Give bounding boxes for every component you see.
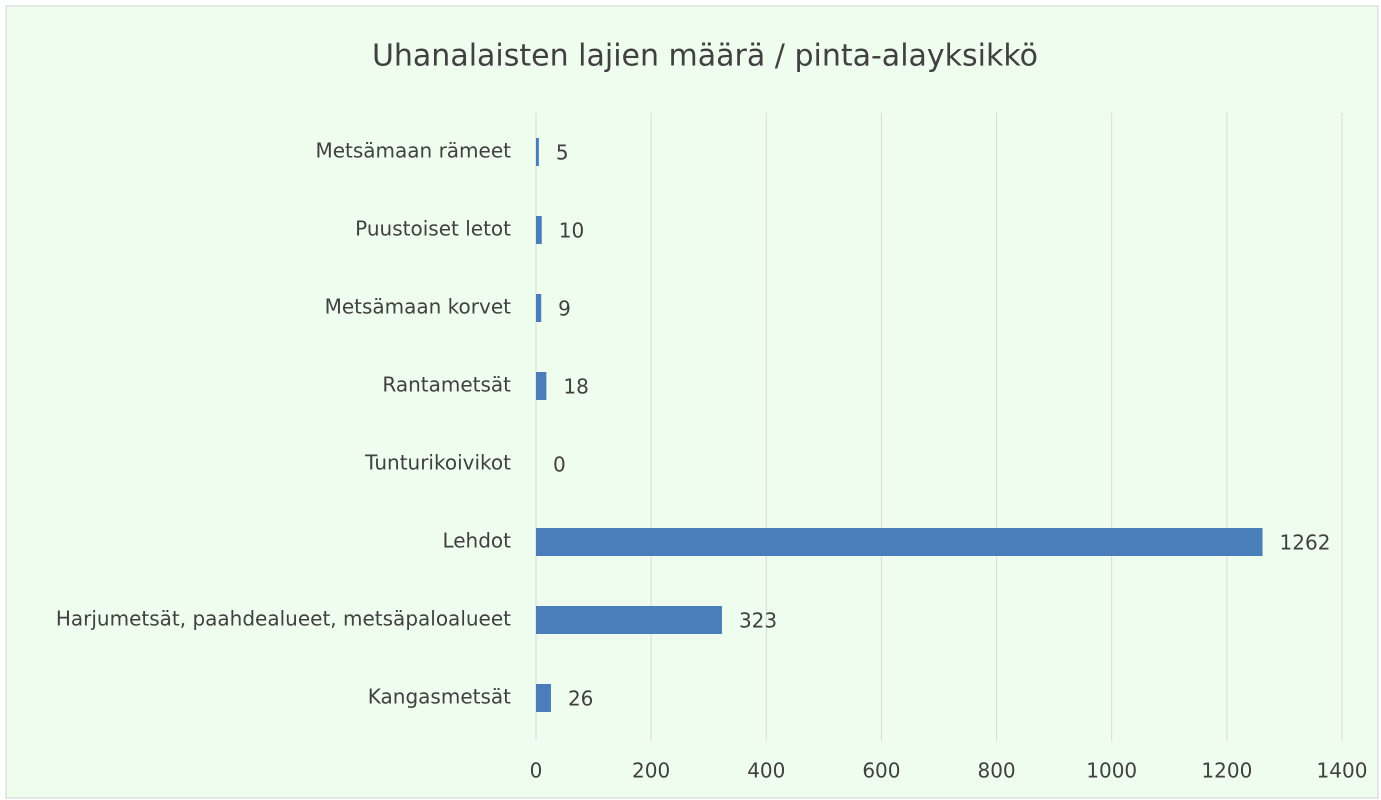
y-tick-label: Metsämaan korvet (325, 295, 512, 319)
data-label: 9 (558, 297, 571, 321)
y-tick-label: Harjumetsät, paahdealueet, metsäpaloalue… (56, 607, 511, 631)
data-label: 10 (559, 219, 584, 243)
y-tick-label: Lehdot (442, 529, 511, 553)
bar (536, 684, 551, 712)
bar (536, 372, 547, 400)
x-tick-label: 1200 (1201, 759, 1252, 783)
x-tick-label: 600 (862, 759, 900, 783)
bar (536, 528, 1263, 556)
y-tick-label: Kangasmetsät (368, 685, 511, 709)
x-tick-label: 800 (977, 759, 1015, 783)
bar (536, 216, 542, 244)
y-tick-label: Rantametsät (382, 373, 511, 397)
bar (536, 606, 722, 634)
bar (536, 294, 542, 322)
y-tick-label: Tunturikoivikot (364, 451, 511, 475)
chart-title: Uhanalaisten lajien määrä / pinta-alayks… (372, 39, 1038, 74)
bar (536, 138, 539, 166)
chart-background (5, 5, 1379, 799)
x-tick-label: 1000 (1086, 759, 1137, 783)
data-label: 5 (556, 141, 569, 165)
data-label: 0 (553, 453, 566, 477)
x-tick-label: 0 (530, 759, 543, 783)
x-tick-label: 200 (632, 759, 670, 783)
x-tick-label: 1400 (1317, 759, 1368, 783)
y-tick-label: Metsämaan rämeet (315, 139, 511, 163)
data-label: 26 (568, 687, 593, 711)
data-label: 1262 (1280, 531, 1331, 555)
data-label: 323 (739, 609, 777, 633)
x-tick-label: 400 (747, 759, 785, 783)
y-tick-label: Puustoiset letot (355, 217, 511, 241)
data-label: 18 (563, 375, 588, 399)
